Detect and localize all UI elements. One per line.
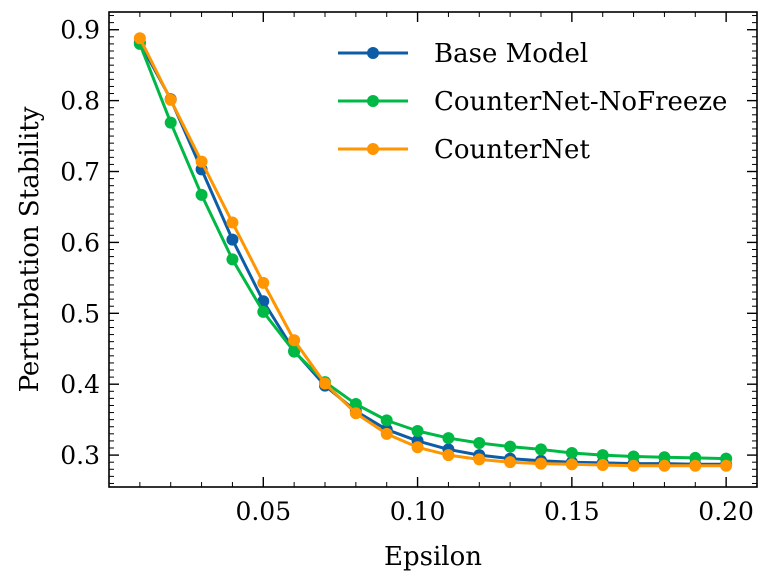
data-point <box>164 116 177 129</box>
y-tick-label: 0.8 <box>60 87 100 116</box>
data-point <box>257 305 270 318</box>
data-point <box>535 443 547 456</box>
data-point <box>504 456 517 469</box>
y-tick-label: 0.7 <box>60 158 100 187</box>
legend-label: CounterNet-NoFreeze <box>434 87 727 117</box>
x-tick-label: 0.05 <box>235 497 291 526</box>
data-point <box>473 437 486 450</box>
y-tick-label: 0.6 <box>60 228 100 257</box>
data-point <box>411 424 424 437</box>
data-point <box>565 446 578 459</box>
data-point <box>473 453 486 466</box>
plot-frame <box>108 11 758 488</box>
data-point <box>226 233 239 246</box>
legend-item: CounterNet <box>338 135 590 165</box>
series-layer <box>133 32 733 472</box>
y-tick-label: 0.3 <box>60 441 100 470</box>
data-point <box>627 459 640 472</box>
data-point <box>349 407 362 420</box>
data-point <box>226 253 239 266</box>
y-axis-ticks: 0.3 0.4 0.5 0.6 0.7 0.8 0.9 <box>60 15 757 484</box>
data-point <box>565 458 578 471</box>
data-point <box>658 459 671 472</box>
legend-marker <box>367 143 379 155</box>
y-axis-label: Perturbation Stability <box>15 106 45 392</box>
data-point <box>442 449 455 462</box>
data-point <box>596 459 609 472</box>
legend-item: CounterNet-NoFreeze <box>338 87 727 117</box>
legend-label: Base Model <box>434 39 588 69</box>
data-point <box>257 276 270 289</box>
series-counternet <box>133 32 733 472</box>
legend-label: CounterNet <box>434 135 590 165</box>
data-point <box>535 457 547 470</box>
data-point <box>288 345 301 358</box>
x-tick-label: 0.20 <box>698 497 754 526</box>
data-point <box>319 377 331 390</box>
legend-marker <box>367 95 379 107</box>
data-point <box>504 440 517 453</box>
legend: Base Model CounterNet-NoFreeze CounterNet <box>338 39 727 165</box>
legend-item: Base Model <box>338 39 588 69</box>
data-point <box>195 188 208 201</box>
data-point <box>596 449 609 462</box>
data-point <box>133 32 146 45</box>
data-point <box>411 441 424 454</box>
data-point <box>226 216 239 229</box>
data-point <box>627 450 640 463</box>
data-point <box>689 459 702 472</box>
y-tick-label: 0.4 <box>60 370 100 399</box>
x-axis-label: Epsilon <box>384 542 482 572</box>
y-tick-label: 0.5 <box>60 299 100 328</box>
data-point <box>442 432 455 445</box>
data-point <box>164 93 177 106</box>
x-tick-label: 0.15 <box>544 497 600 526</box>
plot-border <box>108 11 758 488</box>
data-point <box>658 451 671 464</box>
y-tick-label: 0.9 <box>60 16 100 45</box>
data-point <box>349 398 362 411</box>
data-point <box>380 427 393 440</box>
data-point <box>720 459 733 472</box>
x-axis-ticks: 0.05 0.10 0.15 0.20 <box>139 12 754 526</box>
data-point <box>195 155 208 168</box>
x-tick-label: 0.10 <box>390 497 446 526</box>
data-point <box>288 334 301 347</box>
data-point <box>380 414 393 427</box>
legend-marker <box>367 47 379 59</box>
